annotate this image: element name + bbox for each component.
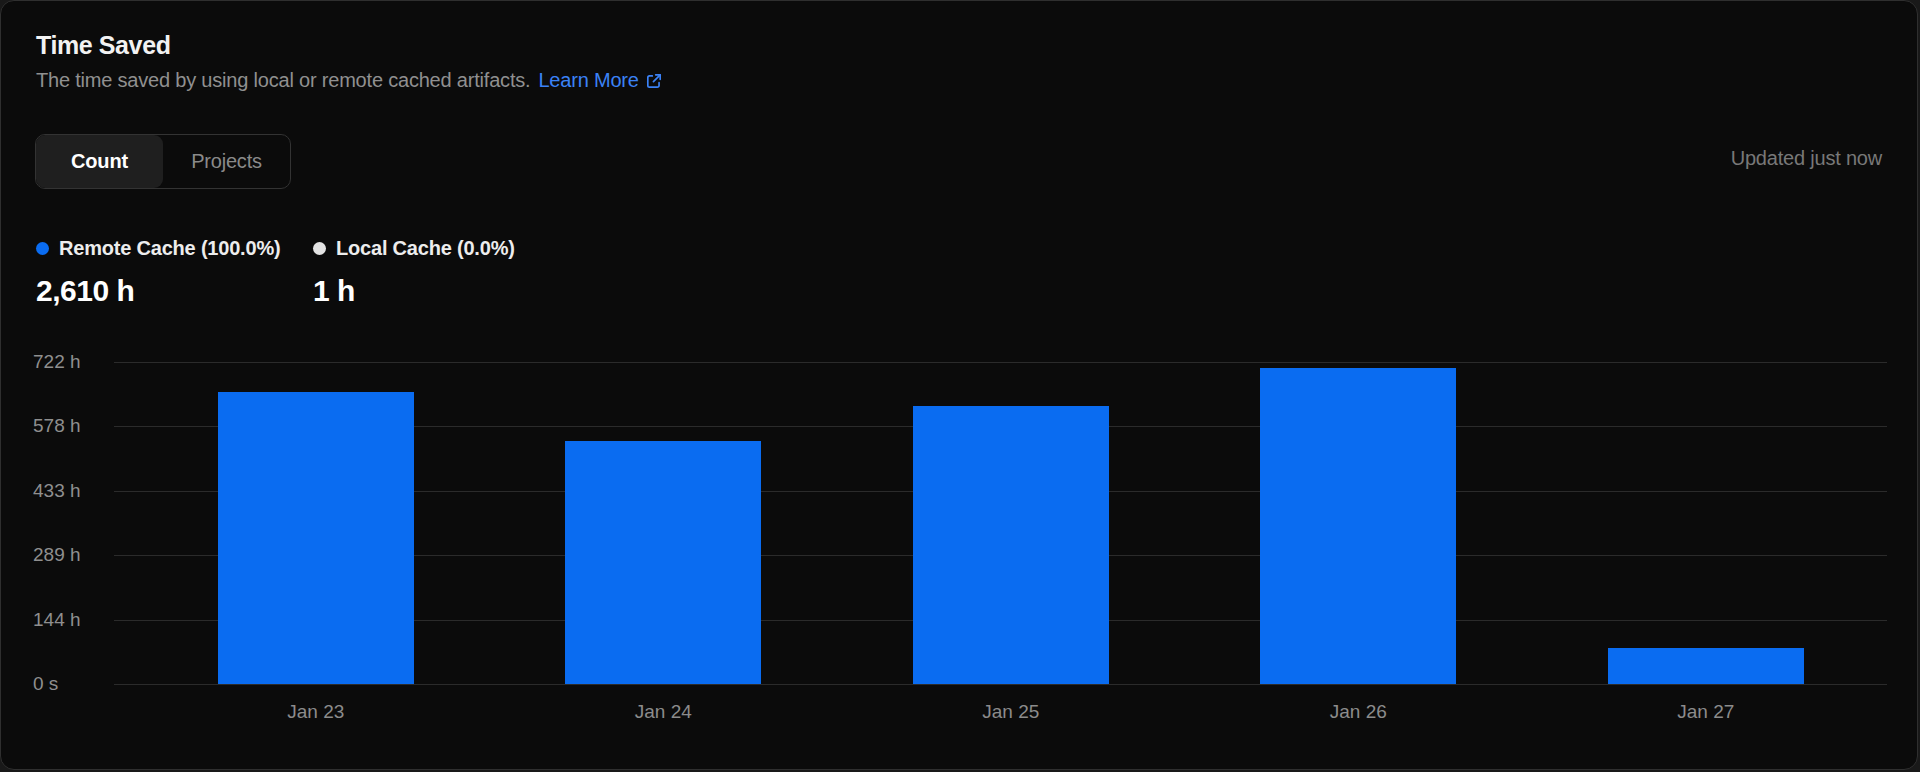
card-subtitle: The time saved by using local or remote … bbox=[36, 69, 530, 92]
gridline bbox=[114, 684, 1887, 685]
tab-projects[interactable]: Projects bbox=[163, 135, 290, 188]
time-saved-card: Time Saved The time saved by using local… bbox=[0, 0, 1918, 770]
learn-more-link[interactable]: Learn More bbox=[538, 69, 662, 92]
remote-cache-value: 2,610 h bbox=[36, 274, 313, 308]
gridline bbox=[114, 362, 1887, 363]
local-cache-label: Local Cache (0.0%) bbox=[336, 237, 515, 260]
y-axis-tick-label: 289 h bbox=[33, 544, 81, 566]
y-axis: 722 h578 h433 h289 h144 h0 s bbox=[33, 362, 113, 684]
updated-status: Updated just now bbox=[1731, 147, 1882, 170]
tab-count[interactable]: Count bbox=[36, 135, 163, 188]
x-axis-tick-label: Jan 24 bbox=[635, 701, 692, 723]
y-axis-tick-label: 578 h bbox=[33, 415, 81, 437]
local-cache-dot-icon bbox=[313, 242, 326, 255]
legend-head-local: Local Cache (0.0%) bbox=[313, 237, 590, 260]
remote-cache-label: Remote Cache (100.0%) bbox=[59, 237, 280, 260]
card-title: Time Saved bbox=[36, 31, 171, 60]
legend-item-remote-cache[interactable]: Remote Cache (100.0%) 2,610 h bbox=[36, 237, 313, 308]
y-axis-tick-label: 144 h bbox=[33, 609, 81, 631]
local-cache-value: 1 h bbox=[313, 274, 590, 308]
legend-item-local-cache[interactable]: Local Cache (0.0%) 1 h bbox=[313, 237, 590, 308]
x-axis-tick-label: Jan 25 bbox=[982, 701, 1039, 723]
x-axis: Jan 23 Jan 24 Jan 25 Jan 26 Jan 27 bbox=[1, 701, 1918, 727]
bar-jan-27[interactable] bbox=[1608, 648, 1804, 684]
x-axis-tick-label: Jan 27 bbox=[1677, 701, 1734, 723]
count-projects-tab-group: Count Projects bbox=[35, 134, 291, 189]
remote-cache-dot-icon bbox=[36, 242, 49, 255]
x-axis-tick-label: Jan 26 bbox=[1330, 701, 1387, 723]
bar-jan-25[interactable] bbox=[913, 406, 1109, 684]
bar-jan-24[interactable] bbox=[565, 441, 761, 684]
legend: Remote Cache (100.0%) 2,610 h Local Cach… bbox=[36, 237, 590, 308]
bar-jan-23[interactable] bbox=[218, 392, 414, 684]
x-axis-tick-label: Jan 23 bbox=[287, 701, 344, 723]
learn-more-label: Learn More bbox=[538, 69, 638, 92]
chart-plot bbox=[114, 362, 1887, 684]
y-axis-tick-label: 433 h bbox=[33, 480, 81, 502]
external-link-icon bbox=[645, 72, 663, 90]
y-axis-tick-label: 722 h bbox=[33, 351, 81, 373]
bar-jan-26[interactable] bbox=[1260, 368, 1456, 684]
legend-head-remote: Remote Cache (100.0%) bbox=[36, 237, 313, 260]
y-axis-tick-label: 0 s bbox=[33, 673, 58, 695]
card-subtitle-row: The time saved by using local or remote … bbox=[36, 69, 663, 92]
